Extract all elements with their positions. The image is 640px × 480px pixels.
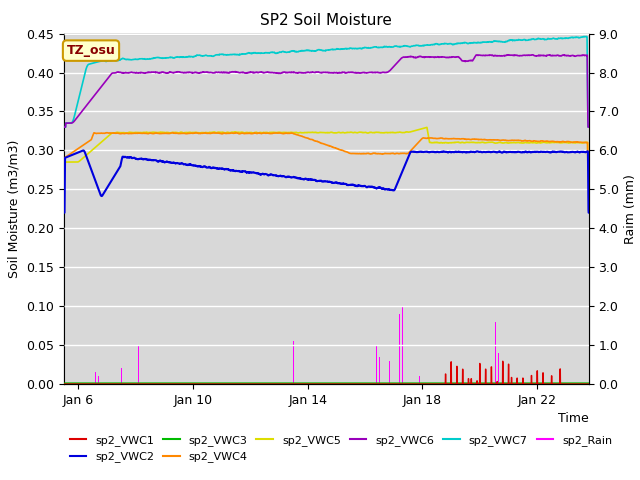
Y-axis label: Soil Moisture (m3/m3): Soil Moisture (m3/m3) — [8, 140, 20, 278]
Title: SP2 Soil Moisture: SP2 Soil Moisture — [260, 13, 392, 28]
Y-axis label: Raim (mm): Raim (mm) — [624, 174, 637, 244]
X-axis label: Time: Time — [558, 412, 589, 425]
Legend: sp2_VWC1, sp2_VWC2, sp2_VWC3, sp2_VWC4, sp2_VWC5, sp2_VWC6, sp2_VWC7, sp2_Rain: sp2_VWC1, sp2_VWC2, sp2_VWC3, sp2_VWC4, … — [70, 435, 612, 462]
Text: TZ_osu: TZ_osu — [67, 44, 115, 57]
